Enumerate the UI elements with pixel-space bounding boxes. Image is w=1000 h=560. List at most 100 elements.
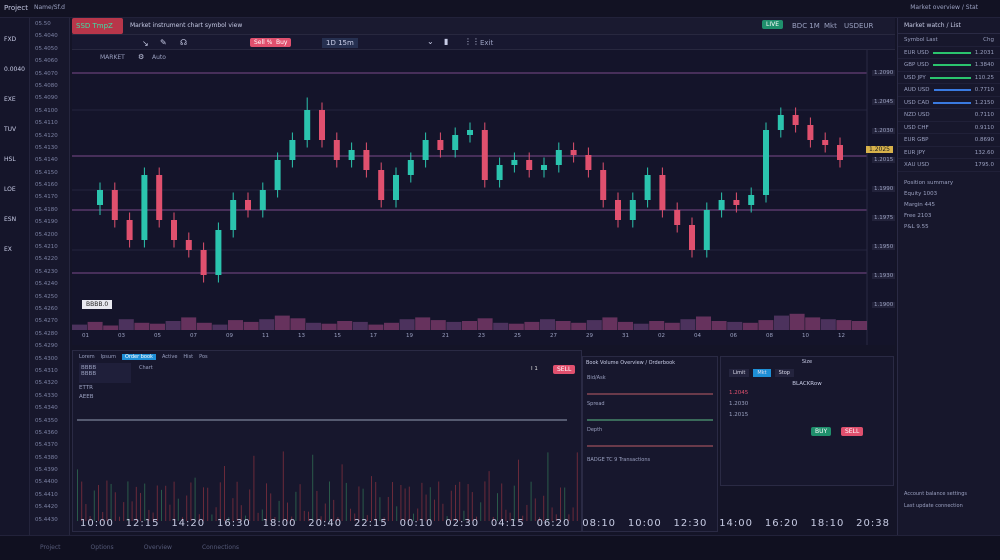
list-item[interactable]: 05.4320 <box>35 380 58 387</box>
sidebar-item[interactable]: EXE <box>4 96 16 103</box>
order-price-row[interactable]: 1.2045 <box>729 390 749 396</box>
list-item[interactable]: 05.4170 <box>35 194 58 201</box>
list-item[interactable]: 05.4190 <box>35 219 58 226</box>
buy-button[interactable]: Buy <box>272 38 292 47</box>
project-title[interactable]: Project <box>4 4 28 12</box>
watchlist-row[interactable]: EUR JPY 132.60 <box>898 147 1000 159</box>
list-item[interactable]: 05.4360 <box>35 429 58 436</box>
bottom-tab[interactable]: Pos <box>199 354 208 360</box>
list-item[interactable]: 05.4250 <box>35 293 58 300</box>
list-item[interactable]: 05.4260 <box>35 305 58 312</box>
auto-scale-toggle[interactable]: Auto <box>152 54 166 61</box>
list-item[interactable]: 05.4300 <box>35 355 58 362</box>
bottom-tab[interactable]: Hist <box>183 354 194 360</box>
list-item[interactable]: 05.4240 <box>35 281 58 288</box>
orderbook-row[interactable]: Spread <box>587 401 713 421</box>
bar-chart-icon[interactable]: ▮ <box>444 37 449 46</box>
settings-icon[interactable]: ⚙ <box>138 53 145 61</box>
list-item[interactable]: 05.4180 <box>35 206 58 213</box>
list-item[interactable]: 05.4110 <box>35 120 58 127</box>
list-item[interactable]: 05.4380 <box>35 454 58 461</box>
watchlist-row[interactable]: USD CAD 1.2150 <box>898 97 1000 109</box>
list-item[interactable]: 05.4200 <box>35 231 58 238</box>
sell-button[interactable]: Sell % <box>250 38 277 47</box>
sidebar-item[interactable]: LOE <box>4 186 16 193</box>
watchlist-row[interactable]: USD JPY 110.25 <box>898 72 1000 84</box>
list-item[interactable]: 05.50 <box>35 21 51 27</box>
list-item[interactable]: 05.4100 <box>35 107 58 114</box>
list-item[interactable]: 05.4120 <box>35 132 58 139</box>
list-item[interactable]: 05.4050 <box>35 45 58 52</box>
sidebar-item[interactable]: HSL <box>4 156 16 163</box>
list-item[interactable]: 05.4290 <box>35 343 58 350</box>
footer-item[interactable]: Project <box>40 544 61 551</box>
order-type-button[interactable]: Mkt <box>753 369 771 377</box>
sidebar-item[interactable]: EX <box>4 246 12 253</box>
sidebar-item[interactable]: 0.0040 <box>4 66 25 73</box>
price-chart[interactable]: MARKET ⚙ Auto BBBB.0 1.2025 1.2090 1.2045… <box>72 50 896 345</box>
list-item[interactable]: 05.4210 <box>35 244 58 251</box>
watchlist-row[interactable]: NZD USD 0.7110 <box>898 109 1000 122</box>
orderbook-row[interactable]: Depth <box>587 427 713 447</box>
watchlist-row[interactable]: EUR GBP 0.8690 <box>898 134 1000 147</box>
sell-button-order[interactable]: SELL <box>841 427 864 436</box>
bottom-tab[interactable]: Ipsum <box>100 354 116 360</box>
list-item[interactable]: 05.4070 <box>35 70 58 77</box>
chart-type-icon[interactable]: ⌄ <box>427 37 434 46</box>
menu-label[interactable]: Name/Sf.d <box>34 4 65 11</box>
sidebar-item[interactable]: FXD <box>4 36 17 43</box>
order-type-button[interactable]: Stop <box>774 369 794 377</box>
list-item[interactable]: 05.4040 <box>35 33 58 40</box>
sell-button-bottom[interactable]: SELL <box>553 365 576 374</box>
list-item[interactable]: 05.4220 <box>35 256 58 263</box>
orderbook-row[interactable]: Bid/Ask <box>587 375 713 395</box>
watchlist-row[interactable]: Symbol Last Chg <box>898 34 1000 47</box>
list-item[interactable]: 05.4060 <box>35 58 58 65</box>
pen-icon[interactable]: ✎ <box>160 38 167 47</box>
list-item[interactable]: 05.4350 <box>35 417 58 424</box>
list-item[interactable]: 05.4310 <box>35 367 58 374</box>
list-item[interactable]: 05.4430 <box>35 516 58 523</box>
footer-item[interactable]: Options <box>90 544 114 551</box>
cursor-icon[interactable]: ↘ <box>142 39 149 48</box>
list-item[interactable]: 05.4160 <box>35 182 58 189</box>
list-item[interactable]: 05.4230 <box>35 268 58 275</box>
list-item[interactable]: 05.4130 <box>35 144 58 151</box>
bottom-tab[interactable]: Order book <box>121 354 156 360</box>
footer-item[interactable]: Overview <box>143 544 172 551</box>
list-item[interactable]: 05.4400 <box>35 479 58 486</box>
watchlist-row[interactable]: XAU USD 1795.0 <box>898 159 1000 172</box>
time-slider[interactable] <box>77 419 567 421</box>
live-badge[interactable]: LIVE <box>762 20 784 29</box>
interval-select[interactable]: 1D 15m <box>322 38 358 48</box>
order-price-row[interactable]: 1.2030 <box>729 401 749 407</box>
list-item[interactable]: 05.4080 <box>35 82 58 89</box>
list-item[interactable]: 05.4410 <box>35 491 58 498</box>
order-type-button[interactable]: Limit <box>729 369 750 377</box>
footer-item[interactable]: Connections <box>201 544 240 551</box>
order-price-row[interactable]: 1.2015 <box>729 412 749 418</box>
magnet-icon[interactable]: ☊ <box>180 38 188 47</box>
bottom-tab[interactable]: Lorem <box>79 354 95 360</box>
list-item[interactable]: 05.4140 <box>35 157 58 164</box>
control-label[interactable]: I 1 <box>531 366 538 372</box>
sidebar-item[interactable]: TUV <box>4 126 17 133</box>
symbol-badge[interactable]: SSD TmpZ <box>72 18 123 34</box>
list-item[interactable]: 05.4330 <box>35 392 58 399</box>
watchlist-row[interactable]: GBP USD 1.3840 <box>898 59 1000 72</box>
list-item[interactable]: 05.4090 <box>35 95 58 102</box>
list-item[interactable]: 05.4390 <box>35 467 58 474</box>
list-item[interactable]: 05.4270 <box>35 318 58 325</box>
list-item[interactable]: 05.4420 <box>35 504 58 511</box>
bottom-tab[interactable]: Active <box>161 354 178 360</box>
watchlist-row[interactable]: USD CHF 0.9110 <box>898 122 1000 134</box>
list-item[interactable]: 05.4280 <box>35 330 58 337</box>
list-item[interactable]: 05.4340 <box>35 405 58 412</box>
list-item[interactable]: 05.4150 <box>35 169 58 176</box>
watchlist-row[interactable]: AUD USD 0.7710 <box>898 84 1000 97</box>
exit-button[interactable]: Exit <box>480 39 494 47</box>
watchlist-row[interactable]: EUR USD 1.2031 <box>898 47 1000 59</box>
sidebar-item[interactable]: ESN <box>4 216 17 223</box>
list-item[interactable]: 05.4370 <box>35 442 58 449</box>
grid-icon[interactable]: ⋮⋮ <box>464 37 480 46</box>
